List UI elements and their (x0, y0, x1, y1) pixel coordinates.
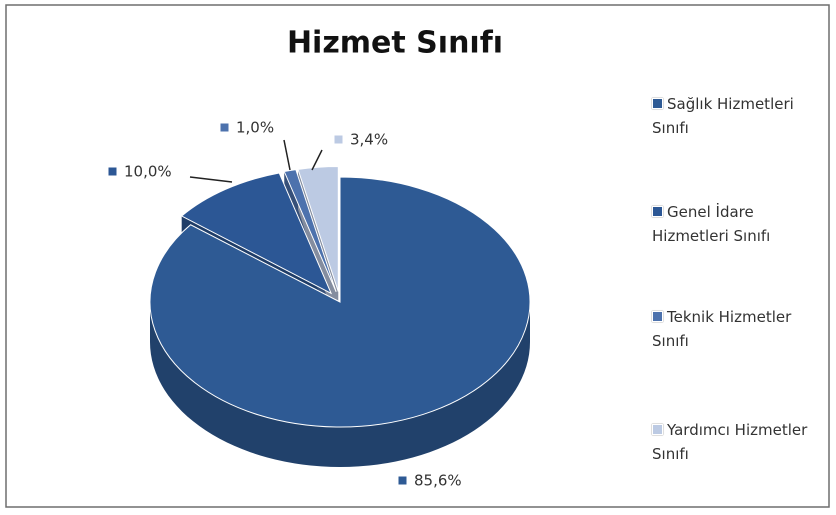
legend-entry: Genel İdare Hizmetleri Sınıfı (652, 200, 822, 248)
label-swatch (397, 475, 408, 486)
legend-entry: Yardımcı Hizmetler Sınıfı (652, 418, 822, 466)
legend-swatch (652, 206, 663, 217)
leader-line (189, 176, 233, 183)
leader-line (283, 139, 291, 171)
legend-swatch (652, 424, 663, 435)
data-label: 3,4% (350, 131, 388, 149)
legend-label: Teknik Hizmetler Sınıfı (652, 308, 792, 350)
pie-tops (149, 166, 531, 428)
data-label: 85,6% (414, 472, 462, 490)
data-label: 10,0% (124, 163, 172, 181)
legend-swatch (652, 311, 663, 322)
label-swatch (107, 166, 118, 177)
slice (283, 169, 337, 292)
legend-label: Yardımcı Hizmetler Sınıfı (652, 421, 808, 463)
legend-label: Genel İdare Hizmetleri Sınıfı (652, 203, 771, 245)
slice-side (150, 302, 530, 467)
label-swatch (219, 122, 230, 133)
slice (180, 172, 333, 295)
legend-entry: Sağlık Hizmetleri Sınıfı (652, 92, 822, 140)
legend-label: Sağlık Hizmetleri Sınıfı (652, 95, 794, 137)
slice (149, 176, 531, 428)
legend-entry: Teknik Hizmetler Sınıfı (652, 305, 822, 353)
slice (297, 166, 339, 292)
chart-title: Hizmet Sınıfı (287, 26, 503, 61)
legend-swatch (652, 98, 663, 109)
data-label: 1,0% (236, 119, 274, 137)
leader-line (311, 149, 323, 171)
label-swatch (333, 134, 344, 145)
